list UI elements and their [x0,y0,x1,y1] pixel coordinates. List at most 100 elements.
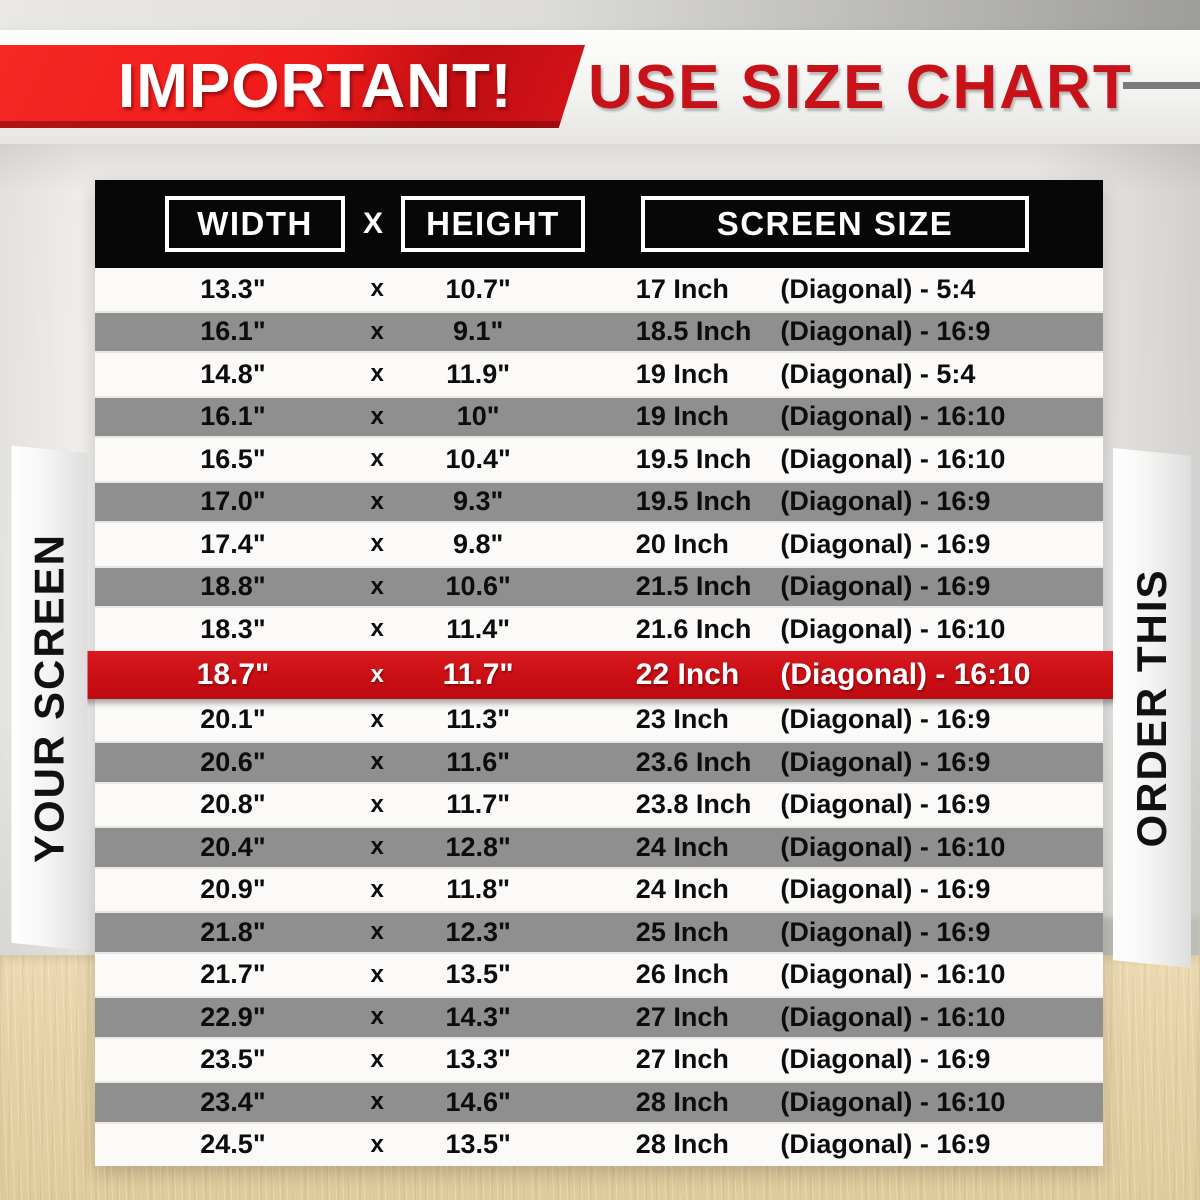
height-cell: 12.3" [445,916,511,947]
size-chart-table: WIDTH X HEIGHT SCREEN SIZE 13.3" x 10.7"… [70,180,1128,1166]
height-cell: 9.8" [452,528,504,559]
width-cell: 22.9" [200,1001,266,1032]
height-cell: 11.9" [446,358,511,389]
width-cell: 20.6" [200,746,266,777]
x-cell: x [370,317,384,345]
x-cell: x [370,275,384,303]
table-row-highlighted: 18.7" x 11.7" 22 Inch (Diagonal) - 16:10 [70,650,1128,699]
height-cell: 13.5" [445,959,511,990]
diagonal-cell: (Diagonal) - 16:10 [780,613,1006,644]
diagonal-cell: (Diagonal) - 5:4 [780,273,976,304]
height-cell: 11.4" [446,613,511,644]
table-rows: 13.3" x 10.7" 17 Inch (Diagonal) - 5:4 1… [70,268,1128,1166]
x-cell: x [370,960,384,988]
diagonal-cell: (Diagonal) - 16:9 [780,316,991,347]
width-cell: 16.1" [200,401,266,432]
width-cell: 14.8" [200,358,266,389]
x-cell: x [370,402,384,430]
height-cell: 10.6" [445,571,511,602]
important-label: IMPORTANT! [118,52,513,121]
diagonal-cell: (Diagonal) - 16:10 [780,443,1006,474]
x-cell: x [370,1130,384,1158]
diagonal-cell: (Diagonal) - 16:9 [780,704,991,735]
table-row: 24.5" x 13.5" 28 Inch (Diagonal) - 16:9 [95,1123,1103,1166]
screen-size-cell: 28 Inch [635,1086,729,1117]
width-cell: 18.8" [200,571,266,602]
diagonal-cell: (Diagonal) - 16:9 [780,1044,991,1075]
x-cell: x [370,1088,384,1116]
table-row: 14.8" x 11.9" 19 Inch (Diagonal) - 5:4 [95,353,1103,396]
screen-size-cell: 27 Inch [635,1001,729,1032]
screen-size-cell: 19 Inch [635,401,729,432]
screen-size-header-box: SCREEN SIZE [641,196,1029,252]
diagonal-cell: (Diagonal) - 16:9 [780,528,991,559]
x-cell: x [370,875,384,903]
x-cell: x [370,530,384,558]
width-cell: 16.5" [200,443,266,474]
width-cell: 20.4" [200,831,266,862]
table-row: 17.0" x 9.3" 19.5 Inch (Diagonal) - 16:9 [95,480,1103,523]
width-cell: 24.5" [200,1129,266,1160]
diagonal-cell: (Diagonal) - 16:9 [780,571,991,602]
x-cell: x [370,705,384,733]
x-cell: x [370,1045,384,1073]
order-this-ribbon: ORDER THIS [1113,448,1191,968]
height-cell: 9.1" [452,316,504,347]
width-cell: 17.0" [200,486,266,517]
screen-size-cell: 23.8 Inch [635,789,752,820]
screen-size-cell: 17 Inch [635,273,729,304]
screen-size-cell: 23.6 Inch [635,746,752,777]
table-row: 16.1" x 9.1" 18.5 Inch (Diagonal) - 16:9 [95,310,1103,353]
screen-size-cell: 27 Inch [635,1044,729,1075]
width-cell: 16.1" [200,316,266,347]
height-cell: 13.3" [445,1044,511,1075]
width-cell: 23.4" [200,1086,266,1117]
table-row: 22.9" x 14.3" 27 Inch (Diagonal) - 16:10 [95,996,1103,1039]
height-cell: 11.3" [446,704,511,735]
screen-size-cell: 20 Inch [635,528,729,559]
use-size-chart-label: USE SIZE CHART [588,53,1133,122]
x-cell: x [370,445,384,473]
screen-size-cell: 19.5 Inch [635,486,752,517]
width-cell: 23.5" [200,1044,266,1075]
diagonal-cell: (Diagonal) - 5:4 [780,358,976,389]
height-cell: 12.8" [445,831,511,862]
diagonal-cell: (Diagonal) - 16:10 [780,657,1031,691]
height-cell: 11.8" [446,874,511,905]
height-cell: 14.6" [445,1086,511,1117]
x-cell: x [370,660,384,688]
screen-size-cell: 19 Inch [635,358,729,389]
table-row: 20.9" x 11.8" 24 Inch (Diagonal) - 16:9 [95,868,1103,911]
width-cell: 13.3" [200,273,266,304]
screen-size-cell: 19.5 Inch [635,443,752,474]
important-banner: IMPORTANT! [0,45,585,128]
diagonal-cell: (Diagonal) - 16:10 [780,401,1006,432]
your-screen-ribbon: YOUR SCREEN [12,446,88,951]
screen-size-cell: 24 Inch [635,874,729,905]
width-cell: 21.8" [200,916,266,947]
width-cell: 18.7" [196,657,270,691]
x-cell: x [370,748,384,776]
screen-size-cell: 28 Inch [635,1129,729,1160]
table-row: 23.4" x 14.6" 28 Inch (Diagonal) - 16:10 [95,1081,1103,1124]
x-cell: x [370,615,384,643]
width-header-box: WIDTH [165,196,345,252]
diagonal-cell: (Diagonal) - 16:9 [780,874,991,905]
diagonal-cell: (Diagonal) - 16:10 [780,959,1006,990]
table-row: 21.8" x 12.3" 25 Inch (Diagonal) - 16:9 [95,911,1103,954]
x-cell: x [370,572,384,600]
screen-size-cell: 22 Inch [635,657,740,691]
diagonal-cell: (Diagonal) - 16:9 [780,916,991,947]
width-cell: 21.7" [200,959,266,990]
screen-size-cell: 21.5 Inch [635,571,752,602]
height-cell: 11.6" [446,746,511,777]
table-row: 20.1" x 11.3" 23 Inch (Diagonal) - 16:9 [95,698,1103,741]
table-row: 21.7" x 13.5" 26 Inch (Diagonal) - 16:10 [95,953,1103,996]
your-screen-label: YOUR SCREEN [25,532,73,864]
table-row: 20.6" x 11.6" 23.6 Inch (Diagonal) - 16:… [95,741,1103,784]
order-this-label: ORDER THIS [1128,568,1175,848]
height-cell: 10.4" [445,443,511,474]
diagonal-cell: (Diagonal) - 16:10 [780,831,1006,862]
table-row: 23.5" x 13.3" 27 Inch (Diagonal) - 16:9 [95,1038,1103,1081]
screen-size-cell: 24 Inch [635,831,729,862]
